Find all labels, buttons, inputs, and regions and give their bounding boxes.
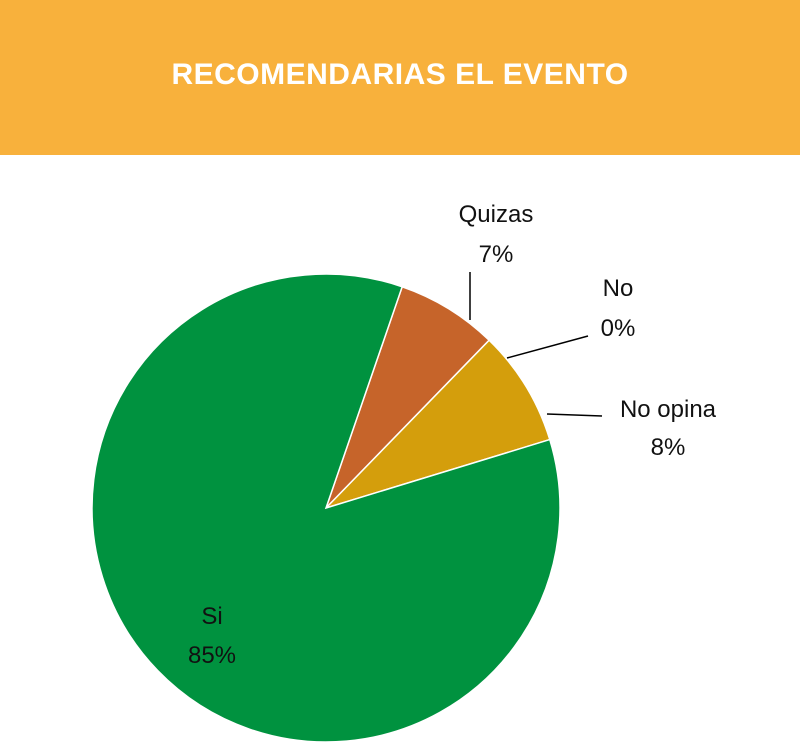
slice-label-si: Si <box>201 603 222 630</box>
pie-slice-quizas <box>325 285 491 509</box>
pie-labels: Quizas 7% No 0% No opina 8% Si 85% <box>188 201 717 669</box>
leader-line-no-opina <box>546 413 603 417</box>
slice-label-quizas: Quizas <box>459 201 534 228</box>
chart-title: RECOMENDARIAS EL EVENTO <box>171 57 629 91</box>
slice-label-no: No <box>603 275 634 302</box>
title-banner: RECOMENDARIAS EL EVENTO <box>0 0 800 155</box>
slice-value-quizas: 7% <box>479 241 514 268</box>
pie-slices <box>91 273 561 743</box>
pie-slice-no-opina <box>325 339 551 509</box>
pie-slice-si <box>91 273 561 743</box>
slice-value-no-opina: 8% <box>651 434 686 461</box>
slice-value-no: 0% <box>601 315 636 342</box>
slice-value-si: 85% <box>188 642 236 669</box>
slice-label-no-opina: No opina <box>620 396 717 423</box>
leader-line-no <box>506 335 589 359</box>
